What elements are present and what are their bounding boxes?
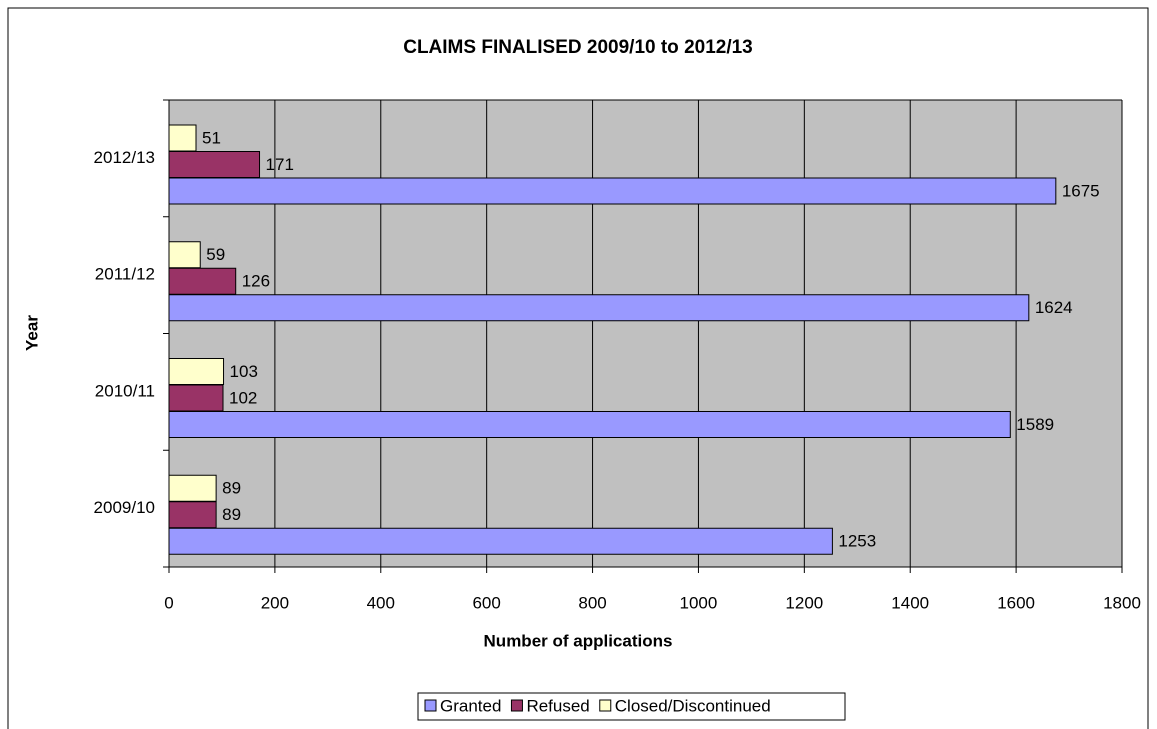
x-tick-label: 1600	[997, 593, 1035, 612]
value-label: 126	[242, 272, 270, 291]
x-tick-label: 1200	[785, 593, 823, 612]
x-tick-label: 200	[261, 593, 289, 612]
legend-swatch	[599, 699, 612, 712]
value-label: 103	[230, 362, 258, 381]
x-tick-label: 800	[578, 593, 606, 612]
value-label: 1253	[838, 532, 876, 551]
value-label: 51	[202, 128, 221, 147]
value-label: 1589	[1016, 415, 1054, 434]
bar	[168, 411, 1011, 438]
bar	[168, 267, 237, 295]
value-label: 59	[206, 245, 225, 264]
value-label: 102	[229, 388, 257, 407]
bar	[168, 294, 1030, 322]
bar	[168, 124, 197, 152]
value-label: 171	[266, 155, 294, 174]
chart-title: CLAIMS FINALISED 2009/10 to 2012/13	[403, 37, 753, 58]
value-label: 89	[222, 505, 241, 524]
bar	[168, 527, 833, 555]
value-label: 89	[222, 479, 241, 498]
x-tick-label: 1800	[1103, 593, 1141, 612]
bar	[168, 177, 1057, 205]
bar	[168, 384, 224, 412]
y-tick-label: 2011/12	[95, 265, 155, 284]
y-tick-label: 2010/11	[95, 381, 155, 400]
legend-label: Closed/Discontinued	[615, 696, 771, 715]
plot-area	[169, 100, 1122, 567]
x-axis-title: Number of applications	[484, 631, 673, 650]
bar	[168, 501, 217, 529]
bar	[168, 151, 261, 178]
x-tick-label: 400	[367, 593, 395, 612]
bar	[168, 474, 217, 502]
y-tick-label: 2009/10	[94, 498, 155, 517]
legend	[417, 692, 846, 721]
value-label: 1624	[1035, 298, 1073, 317]
legend-label: Refused	[526, 696, 589, 715]
x-tick-label: 600	[472, 593, 500, 612]
x-tick-label: 1400	[891, 593, 929, 612]
y-tick-label: 2012/13	[94, 148, 155, 167]
x-tick-label: 1000	[680, 593, 718, 612]
legend-label: Granted	[440, 696, 501, 715]
x-tick-label: 0	[164, 593, 173, 612]
value-label: 1675	[1062, 181, 1100, 200]
bar	[168, 241, 201, 269]
legend-swatch	[510, 699, 523, 712]
legend-swatch	[424, 699, 437, 712]
bar	[168, 358, 225, 385]
y-axis-title: Year	[22, 315, 41, 351]
